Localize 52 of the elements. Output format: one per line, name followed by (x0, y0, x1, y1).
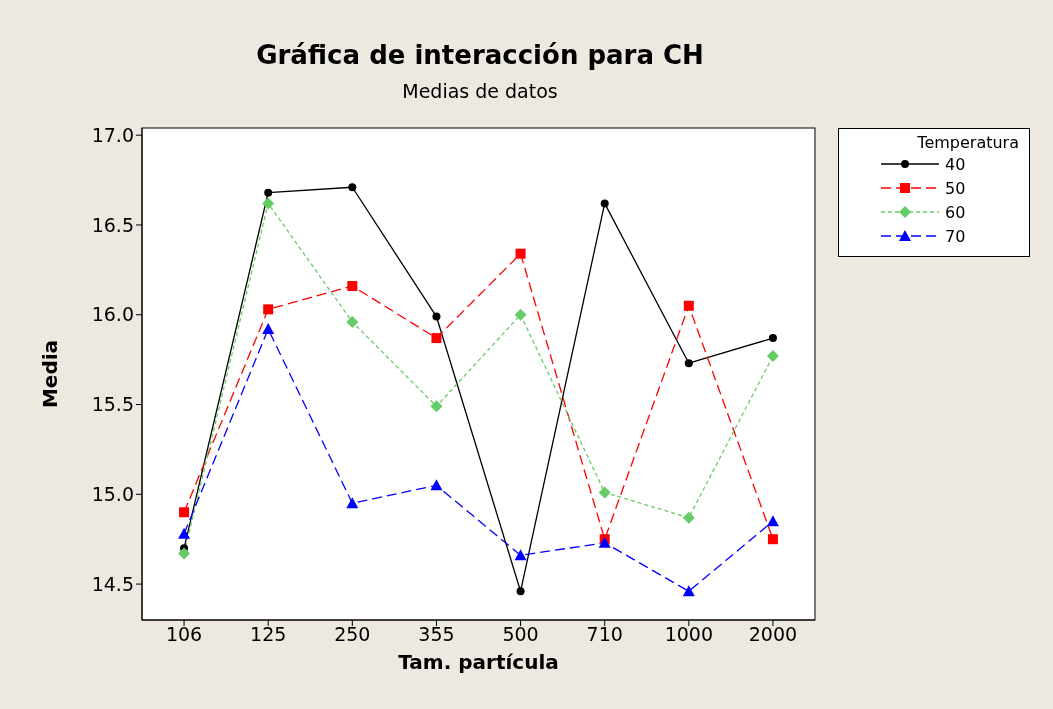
x-tick-label: 125 (250, 623, 287, 646)
x-tick-label: 500 (502, 623, 539, 646)
legend-label: 40 (945, 154, 966, 174)
chart-subtitle: Medias de datos (401, 80, 559, 102)
y-tick-label: 15.5 (91, 393, 134, 416)
point (348, 183, 357, 192)
point (683, 300, 694, 311)
point (430, 400, 443, 413)
y-tick-label: 16.5 (91, 213, 134, 236)
point (768, 334, 777, 343)
y-tick-label: 14.5 (91, 572, 134, 595)
legend-label: 70 (945, 226, 966, 246)
point (515, 248, 526, 259)
y-axis-title: Media (38, 339, 63, 409)
point (346, 497, 359, 509)
point (264, 188, 273, 197)
point (767, 534, 778, 545)
point (262, 197, 275, 210)
y-tick-label: 17.0 (91, 123, 134, 146)
x-tick-label: 355 (418, 623, 455, 646)
point (600, 199, 609, 208)
point (179, 507, 190, 518)
point (347, 281, 358, 292)
point (766, 350, 779, 363)
point (684, 359, 693, 368)
x-tick-label: 250 (334, 623, 371, 646)
point (514, 308, 527, 321)
y-tick-label: 15.0 (91, 483, 134, 506)
y-tick-label: 16.0 (91, 303, 134, 326)
point (346, 315, 359, 328)
point (178, 527, 191, 539)
point (682, 511, 695, 524)
legend-label: 60 (945, 202, 966, 222)
legend-label: 50 (945, 178, 966, 198)
x-tick-label: 106 (165, 623, 203, 646)
point (766, 515, 779, 527)
point (432, 312, 441, 321)
point (262, 323, 275, 335)
x-tick-label: 2000 (748, 623, 798, 646)
point (682, 585, 695, 597)
chart-title: Gráfica de interacción para CH (255, 40, 705, 70)
point (516, 587, 525, 596)
point (431, 333, 442, 344)
point (263, 304, 274, 315)
legend-title: Temperatura (916, 133, 1020, 152)
point (178, 547, 191, 560)
point (598, 486, 611, 499)
x-tick-label: 1000 (664, 623, 713, 646)
point (514, 549, 527, 561)
x-axis-title: Tam. partícula (398, 650, 559, 674)
point (430, 479, 443, 491)
x-tick-label: 710 (586, 623, 623, 646)
